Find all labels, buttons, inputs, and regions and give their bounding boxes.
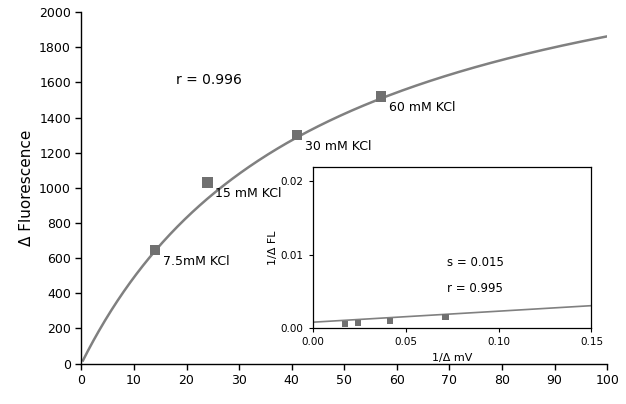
Point [292, 132, 302, 138]
Point [341, 320, 351, 327]
Text: 30 mM KCl: 30 mM KCl [305, 139, 371, 153]
Point [203, 179, 213, 186]
Y-axis label: Δ Fluorescence: Δ Fluorescence [19, 130, 34, 246]
Text: r = 0.995: r = 0.995 [446, 282, 503, 295]
Text: 7.5mM KCl: 7.5mM KCl [163, 255, 230, 267]
Point [376, 93, 386, 100]
Text: s = 0.015: s = 0.015 [446, 256, 503, 269]
Point [441, 314, 451, 320]
Text: 15 mM KCl: 15 mM KCl [215, 187, 282, 200]
Point [150, 247, 160, 253]
Point [353, 320, 363, 326]
Text: 60 mM KCl: 60 mM KCl [389, 101, 456, 114]
Point [385, 318, 395, 324]
Y-axis label: 1/Δ FL: 1/Δ FL [268, 230, 278, 265]
X-axis label: 1/Δ mV: 1/Δ mV [432, 353, 472, 363]
Text: r = 0.996: r = 0.996 [176, 73, 242, 87]
